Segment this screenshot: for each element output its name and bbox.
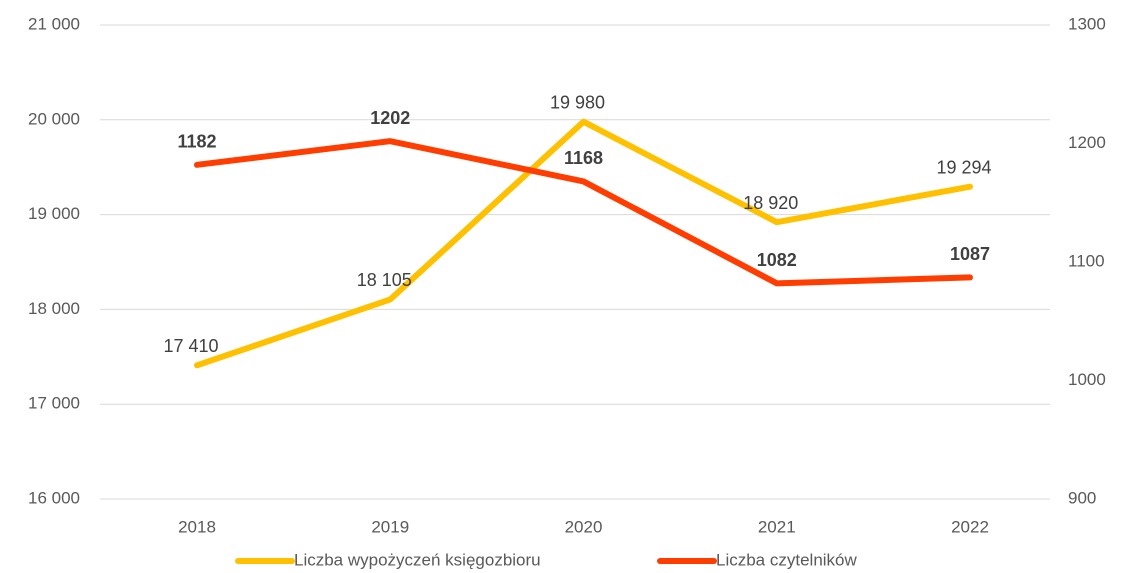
y-tick-label: 18 000 bbox=[28, 299, 80, 318]
legend-label: Liczba czytelników bbox=[716, 550, 858, 569]
data-label: 17 410 bbox=[163, 336, 218, 356]
series-line bbox=[194, 138, 973, 287]
x-tick-label: 2018 bbox=[178, 517, 216, 536]
x-tick-label: 2020 bbox=[565, 517, 603, 536]
data-label: 1087 bbox=[950, 244, 990, 264]
x-tick-label: 2021 bbox=[758, 517, 796, 536]
data-label: 1202 bbox=[370, 108, 410, 128]
x-tick-label: 2019 bbox=[371, 517, 409, 536]
y2-tick-label: 1000 bbox=[1068, 370, 1106, 389]
data-label: 1082 bbox=[757, 250, 797, 270]
y2-tick-label: 1100 bbox=[1068, 251, 1105, 270]
y2-tick-label: 1300 bbox=[1068, 14, 1106, 33]
data-label: 19 980 bbox=[550, 92, 605, 112]
y-tick-label: 16 000 bbox=[28, 488, 80, 507]
x-tick-label: 2022 bbox=[951, 517, 989, 536]
y-tick-label: 20 000 bbox=[28, 109, 80, 128]
data-label: 19 294 bbox=[936, 157, 991, 177]
series-line bbox=[194, 118, 973, 369]
data-label: 1182 bbox=[177, 132, 216, 152]
y-tick-label: 21 000 bbox=[28, 14, 80, 33]
y2-tick-label: 900 bbox=[1068, 488, 1096, 507]
data-label: 1168 bbox=[564, 148, 603, 168]
legend-label: Liczba wypożyczeń księgozbioru bbox=[294, 550, 541, 569]
y2-tick-label: 1200 bbox=[1068, 133, 1106, 152]
data-label: 18 105 bbox=[357, 270, 412, 290]
y-tick-label: 19 000 bbox=[28, 204, 80, 223]
y-tick-label: 17 000 bbox=[28, 394, 80, 413]
data-label: 18 920 bbox=[743, 193, 798, 213]
